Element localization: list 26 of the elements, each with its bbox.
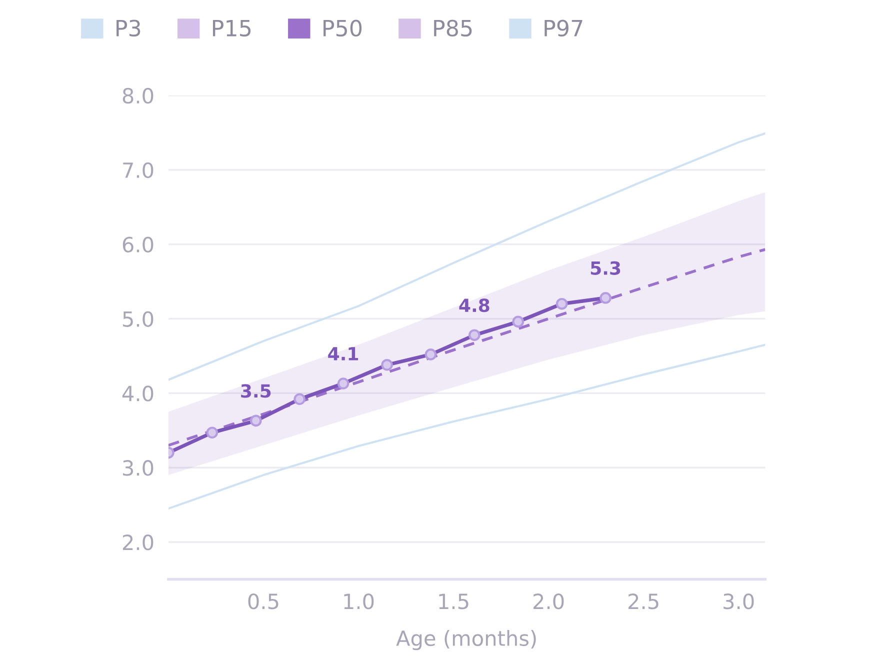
y-tick-label: 6.0 bbox=[122, 236, 154, 253]
x-axis-title: Age (months) bbox=[396, 630, 536, 650]
x-tick-label: 1.0 bbox=[344, 594, 374, 610]
legend-label: P50 bbox=[324, 20, 362, 37]
y-tick-label: 7.0 bbox=[123, 162, 154, 178]
legend-label: P97 bbox=[544, 20, 582, 37]
y-tick-label: 3.0 bbox=[123, 460, 154, 476]
line-series bbox=[168, 344, 766, 510]
line-series bbox=[168, 132, 766, 381]
y-tick-label: 4.0 bbox=[122, 386, 154, 402]
legend-label: P15 bbox=[212, 20, 251, 37]
annotation: 5.3 bbox=[590, 261, 620, 275]
x-tick-label: 3.0 bbox=[724, 594, 754, 610]
y-tick-label: 2.0 bbox=[122, 534, 154, 550]
legend-label: P3 bbox=[116, 20, 140, 37]
y-tick-label: 8.0 bbox=[122, 88, 154, 104]
annotation: 3.5 bbox=[241, 384, 271, 398]
x-tick-label: 2.5 bbox=[628, 594, 658, 610]
y-tick-label: 5.0 bbox=[123, 311, 154, 327]
legend-label: P85 bbox=[434, 20, 472, 37]
x-tick-label: 0.5 bbox=[248, 594, 278, 610]
annotation: 4.1 bbox=[328, 347, 358, 360]
line-series bbox=[168, 248, 766, 447]
x-tick-label: 2.0 bbox=[533, 594, 564, 610]
annotation: 4.8 bbox=[459, 298, 490, 312]
x-tick-label: 1.5 bbox=[439, 594, 468, 610]
